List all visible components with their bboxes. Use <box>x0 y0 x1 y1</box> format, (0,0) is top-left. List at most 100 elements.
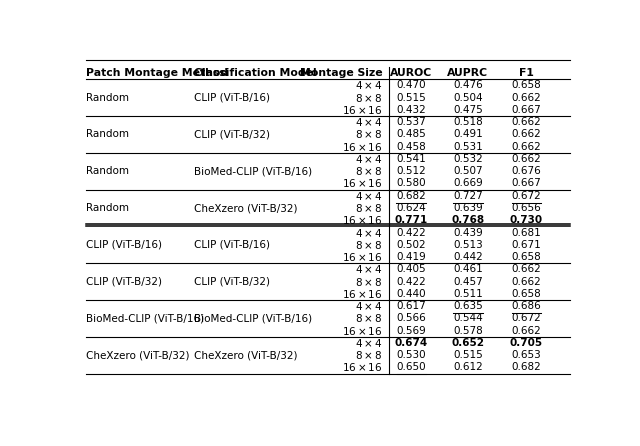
Text: 0.667: 0.667 <box>511 105 541 115</box>
Text: 0.662: 0.662 <box>511 129 541 140</box>
Text: 0.405: 0.405 <box>397 264 426 274</box>
Text: 0.422: 0.422 <box>396 227 426 238</box>
Text: 0.457: 0.457 <box>453 277 483 287</box>
Text: 0.502: 0.502 <box>397 240 426 250</box>
Text: 0.771: 0.771 <box>395 215 428 225</box>
Text: $8 \times 8$: $8 \times 8$ <box>355 165 383 177</box>
Text: BioMed-CLIP (ViT-B/16): BioMed-CLIP (ViT-B/16) <box>194 166 312 176</box>
Text: 0.504: 0.504 <box>453 93 483 103</box>
Text: $4 \times 4$: $4 \times 4$ <box>355 153 383 165</box>
Text: 0.667: 0.667 <box>511 178 541 189</box>
Text: 0.470: 0.470 <box>397 80 426 91</box>
Text: F1: F1 <box>519 68 534 78</box>
Text: CLIP (ViT-B/32): CLIP (ViT-B/32) <box>86 277 162 287</box>
Text: 0.512: 0.512 <box>396 166 426 176</box>
Text: $8 \times 8$: $8 \times 8$ <box>355 349 383 361</box>
Text: $16 \times 16$: $16 \times 16$ <box>342 178 383 190</box>
Text: 0.639: 0.639 <box>453 203 483 213</box>
Text: Random: Random <box>86 129 129 140</box>
Text: 0.531: 0.531 <box>453 142 483 152</box>
Text: $16 \times 16$: $16 \times 16$ <box>342 104 383 116</box>
Text: 0.475: 0.475 <box>453 105 483 115</box>
Text: 0.768: 0.768 <box>451 215 484 225</box>
Text: Patch Montage Method: Patch Montage Method <box>86 68 228 78</box>
Text: 0.537: 0.537 <box>396 117 426 127</box>
Text: 0.624: 0.624 <box>396 203 426 213</box>
Text: 0.515: 0.515 <box>453 350 483 360</box>
Text: Random: Random <box>86 166 129 176</box>
Text: AUPRC: AUPRC <box>447 68 488 78</box>
Text: $16 \times 16$: $16 \times 16$ <box>342 214 383 226</box>
Text: 0.422: 0.422 <box>396 277 426 287</box>
Text: 0.662: 0.662 <box>511 326 541 335</box>
Text: $8 \times 8$: $8 \times 8$ <box>355 312 383 324</box>
Text: $16 \times 16$: $16 \times 16$ <box>342 140 383 153</box>
Text: $4 \times 4$: $4 \times 4$ <box>355 300 383 312</box>
Text: 0.662: 0.662 <box>511 154 541 164</box>
Text: 0.541: 0.541 <box>396 154 426 164</box>
Text: 0.491: 0.491 <box>453 129 483 140</box>
Text: $4 \times 4$: $4 \times 4$ <box>355 227 383 239</box>
Text: 0.617: 0.617 <box>396 301 426 311</box>
Text: 0.544: 0.544 <box>453 314 483 323</box>
Text: 0.676: 0.676 <box>511 166 541 176</box>
Text: 0.672: 0.672 <box>511 191 541 201</box>
Text: $8 \times 8$: $8 \times 8$ <box>355 92 383 103</box>
Text: 0.662: 0.662 <box>511 117 541 127</box>
Text: Random: Random <box>86 93 129 103</box>
Text: 0.671: 0.671 <box>511 240 541 250</box>
Text: 0.656: 0.656 <box>511 203 541 213</box>
Text: 0.681: 0.681 <box>511 227 541 238</box>
Text: $4 \times 4$: $4 \times 4$ <box>355 337 383 349</box>
Text: 0.518: 0.518 <box>453 117 483 127</box>
Text: CheXzero (ViT-B/32): CheXzero (ViT-B/32) <box>194 350 298 360</box>
Text: 0.662: 0.662 <box>511 277 541 287</box>
Text: 0.686: 0.686 <box>511 301 541 311</box>
Text: BioMed-CLIP (ViT-B/16): BioMed-CLIP (ViT-B/16) <box>194 314 312 323</box>
Text: 0.532: 0.532 <box>453 154 483 164</box>
Text: $4 \times 4$: $4 \times 4$ <box>355 263 383 275</box>
Text: 0.662: 0.662 <box>511 264 541 274</box>
Text: 0.658: 0.658 <box>511 252 541 262</box>
Text: 0.442: 0.442 <box>453 252 483 262</box>
Text: 0.507: 0.507 <box>453 166 483 176</box>
Text: 0.705: 0.705 <box>510 338 543 348</box>
Text: 0.513: 0.513 <box>453 240 483 250</box>
Text: 0.652: 0.652 <box>451 338 484 348</box>
Text: $4 \times 4$: $4 \times 4$ <box>355 190 383 202</box>
Text: 0.612: 0.612 <box>453 363 483 372</box>
Text: $16 \times 16$: $16 \times 16$ <box>342 361 383 373</box>
Text: 0.658: 0.658 <box>511 289 541 299</box>
Text: 0.511: 0.511 <box>453 289 483 299</box>
Text: 0.566: 0.566 <box>396 314 426 323</box>
Text: 0.650: 0.650 <box>397 363 426 372</box>
Text: 0.580: 0.580 <box>397 178 426 189</box>
Text: 0.476: 0.476 <box>453 80 483 91</box>
Text: $16 \times 16$: $16 \times 16$ <box>342 251 383 263</box>
Text: 0.461: 0.461 <box>453 264 483 274</box>
Text: 0.658: 0.658 <box>511 80 541 91</box>
Text: 0.515: 0.515 <box>396 93 426 103</box>
Text: CLIP (ViT-B/32): CLIP (ViT-B/32) <box>194 129 270 140</box>
Text: 0.730: 0.730 <box>510 215 543 225</box>
Text: 0.727: 0.727 <box>453 191 483 201</box>
Text: BioMed-CLIP (ViT-B/16): BioMed-CLIP (ViT-B/16) <box>86 314 204 323</box>
Text: 0.458: 0.458 <box>396 142 426 152</box>
Text: CheXzero (ViT-B/32): CheXzero (ViT-B/32) <box>86 350 189 360</box>
Text: 0.635: 0.635 <box>453 301 483 311</box>
Text: 0.662: 0.662 <box>511 93 541 103</box>
Text: $8 \times 8$: $8 \times 8$ <box>355 276 383 288</box>
Text: Classification Model: Classification Model <box>194 68 317 78</box>
Text: CLIP (ViT-B/16): CLIP (ViT-B/16) <box>86 240 162 250</box>
Text: Montage Size: Montage Size <box>300 68 383 78</box>
Text: $16 \times 16$: $16 \times 16$ <box>342 325 383 337</box>
Text: $8 \times 8$: $8 \times 8$ <box>355 128 383 140</box>
Text: 0.569: 0.569 <box>396 326 426 335</box>
Text: $4 \times 4$: $4 \times 4$ <box>355 116 383 128</box>
Text: $4 \times 4$: $4 \times 4$ <box>355 79 383 91</box>
Text: 0.578: 0.578 <box>453 326 483 335</box>
Text: 0.653: 0.653 <box>511 350 541 360</box>
Text: CLIP (ViT-B/16): CLIP (ViT-B/16) <box>194 240 270 250</box>
Text: CLIP (ViT-B/32): CLIP (ViT-B/32) <box>194 277 270 287</box>
Text: 0.530: 0.530 <box>397 350 426 360</box>
